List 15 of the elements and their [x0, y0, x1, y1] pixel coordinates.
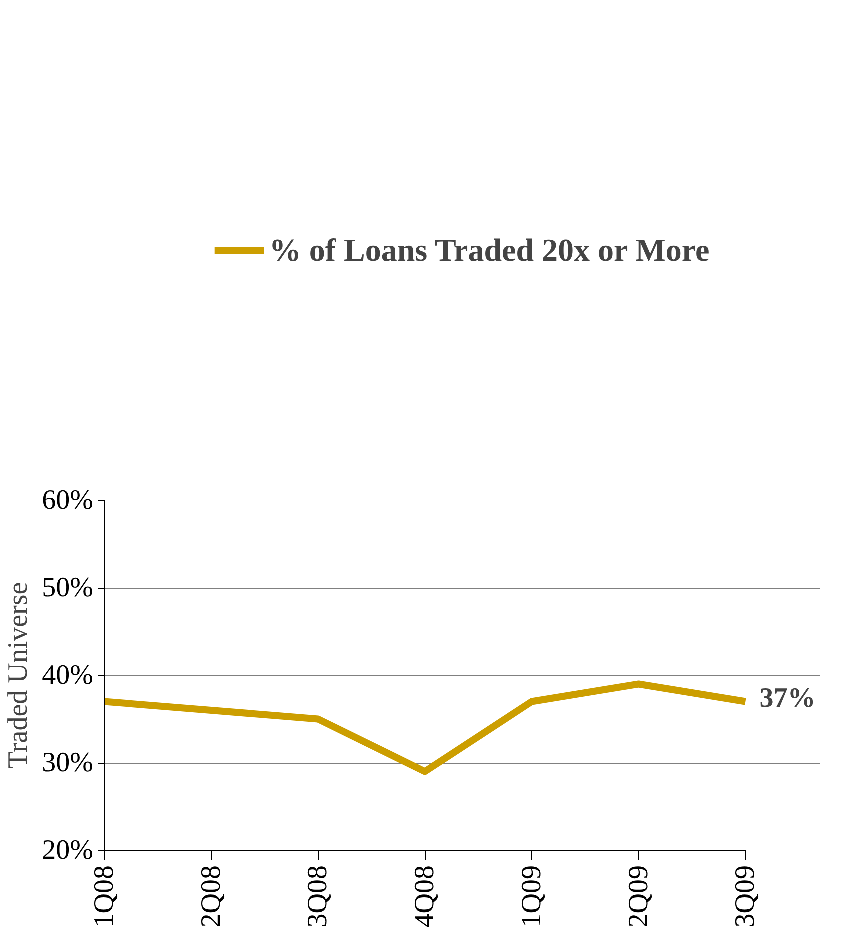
y-axis-title: Traded Universe	[3, 582, 34, 769]
x-tick-label: 3Q09	[730, 865, 762, 928]
x-tick-label: 3Q08	[302, 865, 334, 928]
x-tick-label: 2Q09	[623, 865, 654, 928]
y-tick-label: 20%	[42, 835, 94, 866]
y-tick-label: 40%	[42, 660, 94, 691]
legend-label: % of Loans Traded 20x or More	[269, 232, 710, 268]
data-label: 37%	[760, 682, 816, 714]
x-tick-label: 2Q08	[196, 865, 227, 928]
x-tick-label: 4Q08	[410, 865, 441, 928]
y-tick-label: 50%	[42, 572, 94, 604]
y-tick-label: 60%	[42, 485, 94, 516]
x-tick-label: 1Q08	[89, 865, 120, 928]
y-tick-label: 30%	[42, 748, 94, 778]
x-tick-label: 1Q09	[516, 865, 548, 928]
